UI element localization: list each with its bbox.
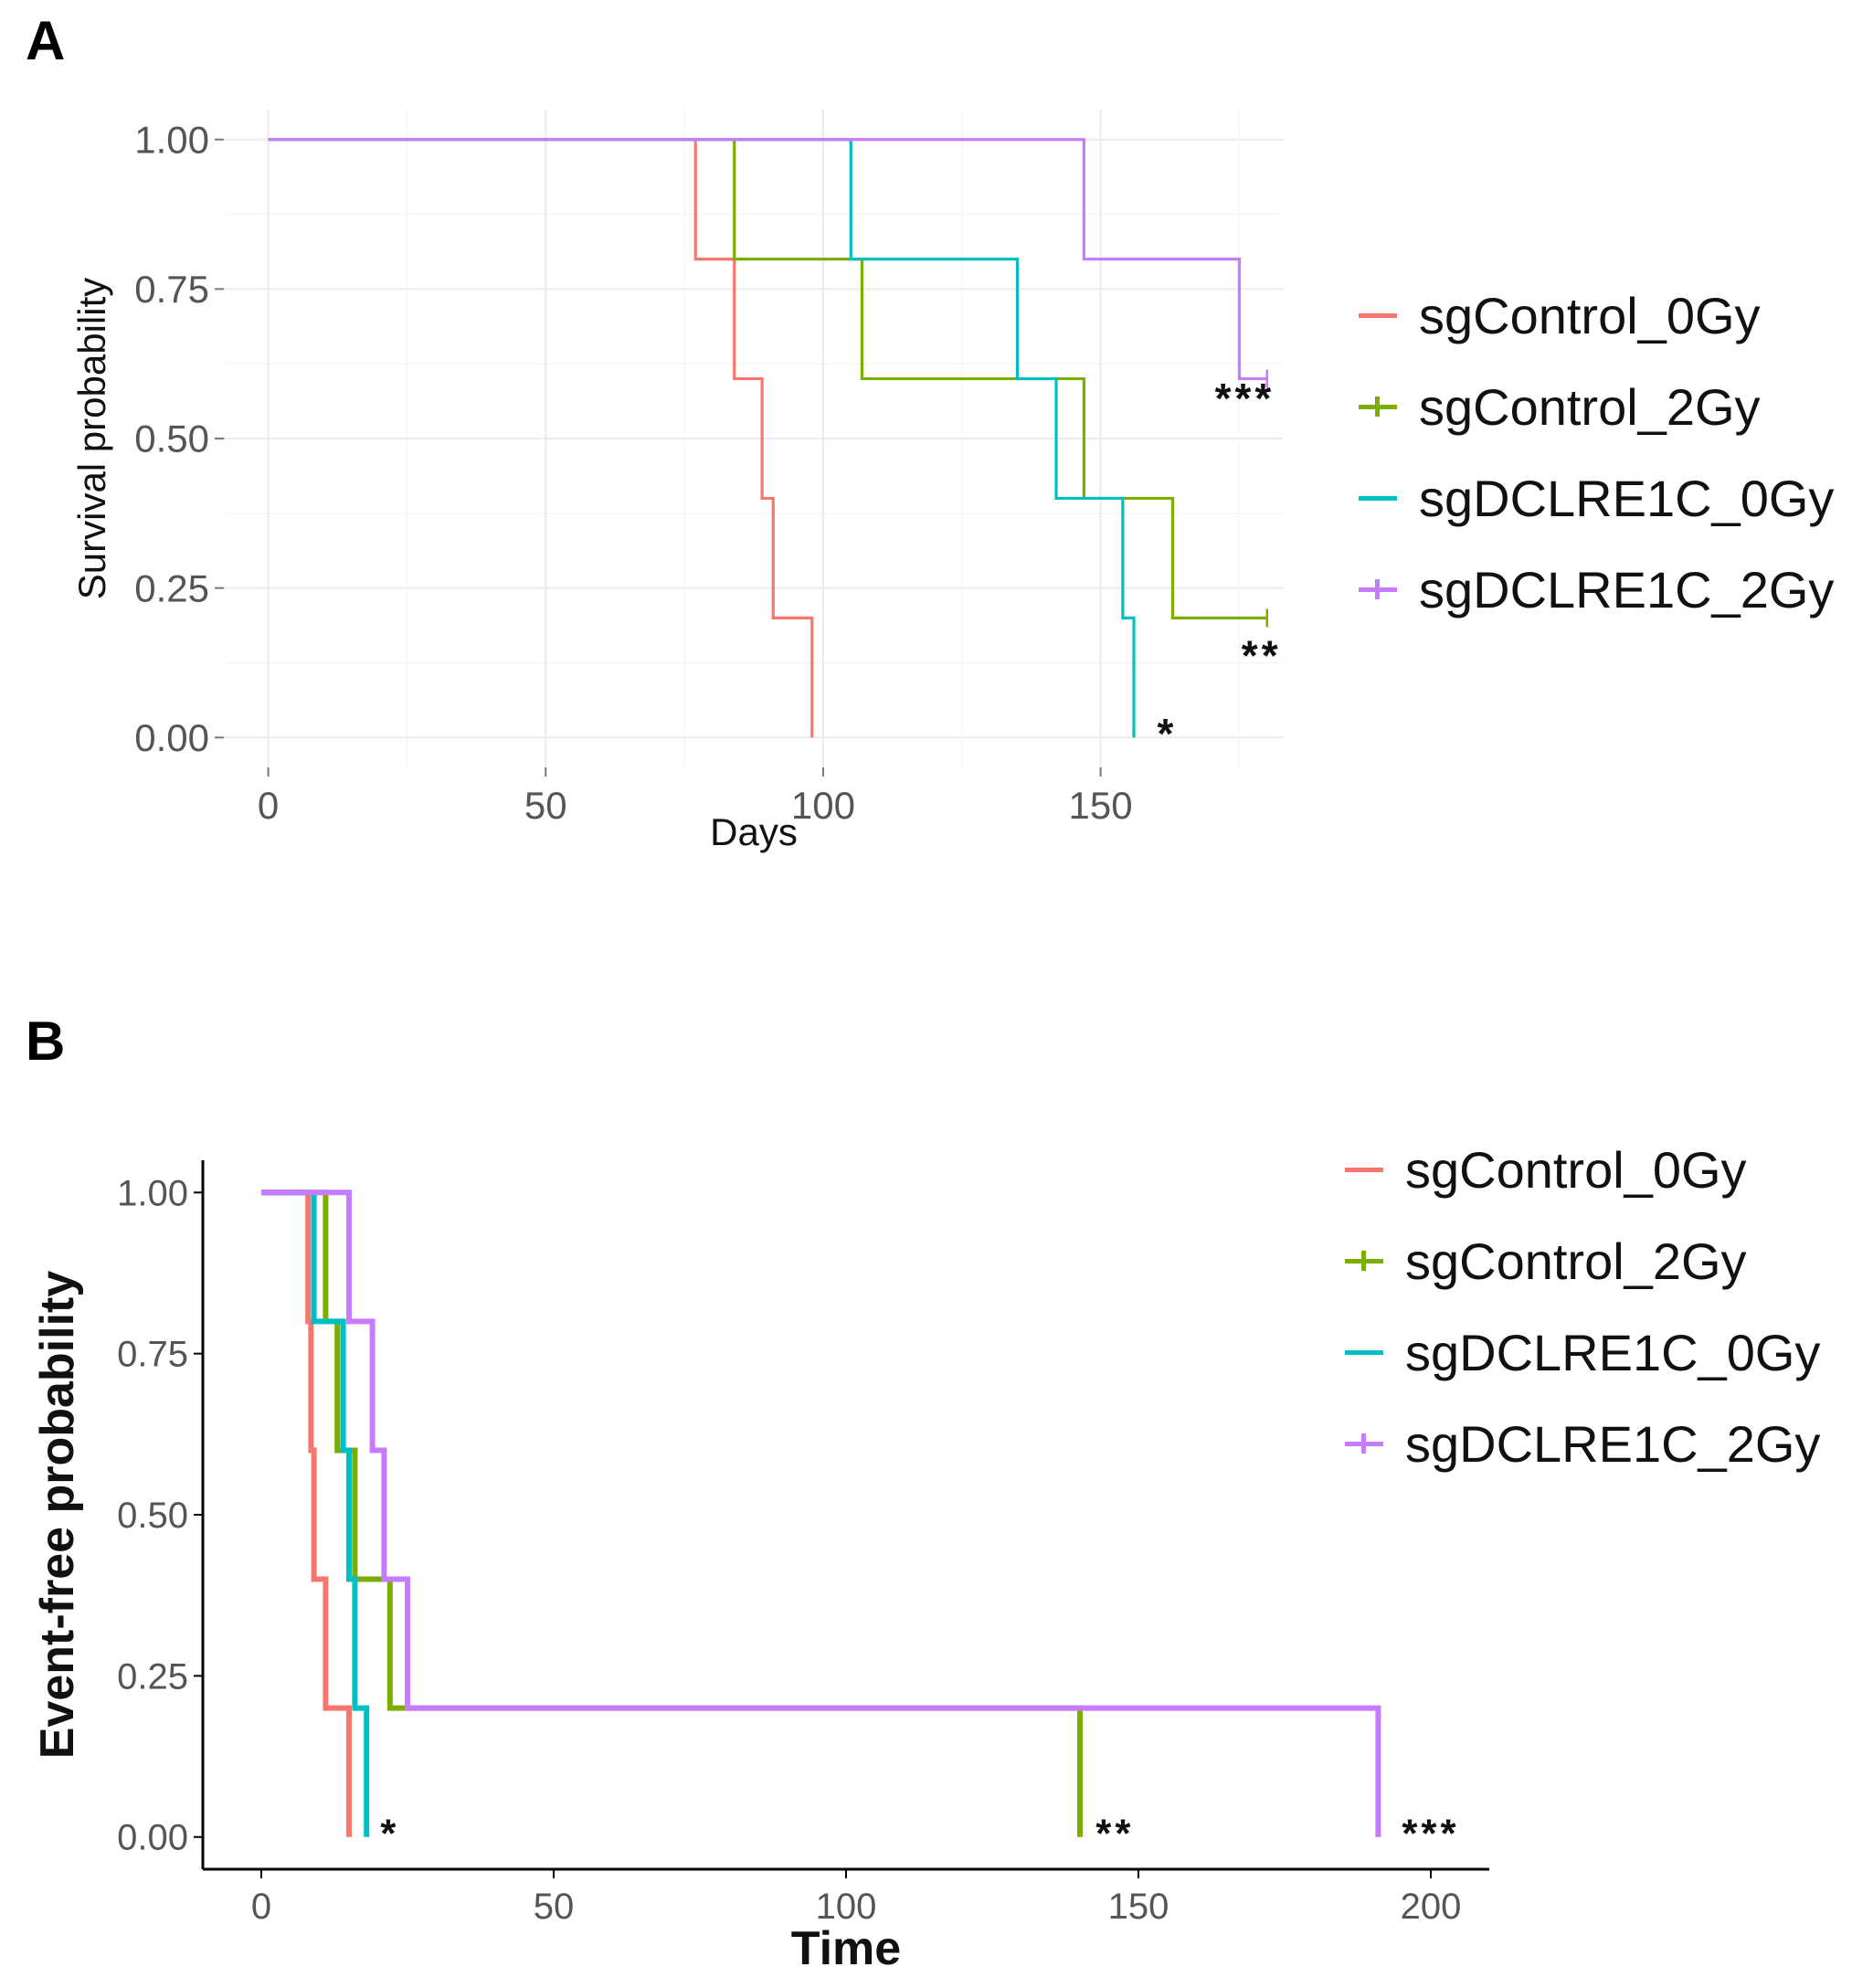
legend-label: sgControl_2Gy xyxy=(1405,1232,1747,1290)
x-tick-label: 150 xyxy=(1108,1887,1169,1927)
legend-key xyxy=(1357,568,1399,610)
legend-label: sgDCLRE1C_0Gy xyxy=(1405,1323,1821,1381)
x-tick-label: 50 xyxy=(534,1887,575,1927)
panel-b-label: B xyxy=(26,1010,66,1072)
y-axis-title: Event-free probability xyxy=(31,1271,84,1760)
legend-item: sgControl_0Gy xyxy=(1343,1124,1820,1215)
legend-key xyxy=(1343,1240,1385,1282)
significance-label: ** xyxy=(1242,632,1282,680)
legend-key xyxy=(1343,1422,1385,1465)
legend-item: sgDCLRE1C_2Gy xyxy=(1357,544,1834,635)
x-tick-label: 0 xyxy=(258,784,279,827)
y-tick-label: 1.00 xyxy=(117,1173,188,1213)
y-tick-label: 0.25 xyxy=(117,1656,188,1697)
significance-label: * xyxy=(380,1812,399,1856)
legend-item: sgControl_2Gy xyxy=(1343,1215,1820,1306)
legend-item: sgDCLRE1C_0Gy xyxy=(1357,452,1834,544)
survival-curve-sgDCLRE1C_0Gy xyxy=(268,138,1136,738)
survival-curve-sgDCLRE1C_2Gy xyxy=(261,1190,1381,1837)
survival-curve-sgDCLRE1C_0Gy xyxy=(261,1190,370,1837)
significance-label: *** xyxy=(1402,1812,1459,1856)
legend-item: sgDCLRE1C_0Gy xyxy=(1343,1306,1820,1398)
x-tick-label: 200 xyxy=(1401,1887,1462,1927)
legend-key xyxy=(1343,1331,1385,1373)
y-axis-title: Survival probability xyxy=(70,278,113,600)
y-tick-label: 0.75 xyxy=(134,268,209,311)
legend-b: sgControl_0Gy sgControl_2Gy sgDCLRE1C_0G… xyxy=(1343,1124,1820,1489)
y-tick-label: 0.75 xyxy=(117,1335,188,1375)
survival-curve-sgControl_0Gy xyxy=(268,138,814,738)
x-tick-label: 100 xyxy=(791,784,855,827)
significance-label: ** xyxy=(1095,1812,1134,1856)
x-tick-label: 100 xyxy=(816,1887,877,1927)
x-axis-title: Days xyxy=(710,810,798,853)
x-tick-label: 150 xyxy=(1069,784,1133,827)
y-tick-label: 0.00 xyxy=(134,716,209,759)
survival-curve-sgControl_2Gy xyxy=(268,138,1267,619)
significance-label: * xyxy=(1158,710,1178,757)
legend-key xyxy=(1357,294,1399,336)
y-tick-label: 1.00 xyxy=(134,118,209,161)
legend-label: sgControl_0Gy xyxy=(1419,286,1761,344)
legend-key xyxy=(1357,477,1399,519)
y-tick-label: 0.00 xyxy=(117,1818,188,1858)
legend-label: sgDCLRE1C_2Gy xyxy=(1419,560,1835,619)
legend-label: sgControl_0Gy xyxy=(1405,1140,1747,1199)
x-tick-label: 50 xyxy=(524,784,567,827)
y-tick-label: 0.50 xyxy=(134,418,209,460)
x-tick-label: 0 xyxy=(251,1887,271,1927)
legend-label: sgControl_2Gy xyxy=(1419,377,1761,436)
panel-a-label: A xyxy=(26,10,66,71)
x-axis-title: Time xyxy=(791,1922,901,1975)
legend-key xyxy=(1343,1148,1385,1190)
legend-label: sgDCLRE1C_0Gy xyxy=(1419,469,1835,527)
legend-key xyxy=(1357,386,1399,428)
legend-label: sgDCLRE1C_2Gy xyxy=(1405,1414,1821,1473)
legend-item: sgControl_0Gy xyxy=(1357,270,1834,361)
y-tick-label: 0.50 xyxy=(117,1496,188,1536)
survival-curve-sgDCLRE1C_2Gy xyxy=(268,138,1267,381)
significance-label: *** xyxy=(1215,375,1275,422)
y-tick-label: 0.25 xyxy=(134,566,209,609)
survival-curve-sgControl_0Gy xyxy=(261,1190,352,1837)
legend-a: sgControl_0Gy sgControl_2Gy sgDCLRE1C_0G… xyxy=(1357,270,1834,635)
legend-item: sgControl_2Gy xyxy=(1357,361,1834,452)
legend-item: sgDCLRE1C_2Gy xyxy=(1343,1398,1820,1489)
